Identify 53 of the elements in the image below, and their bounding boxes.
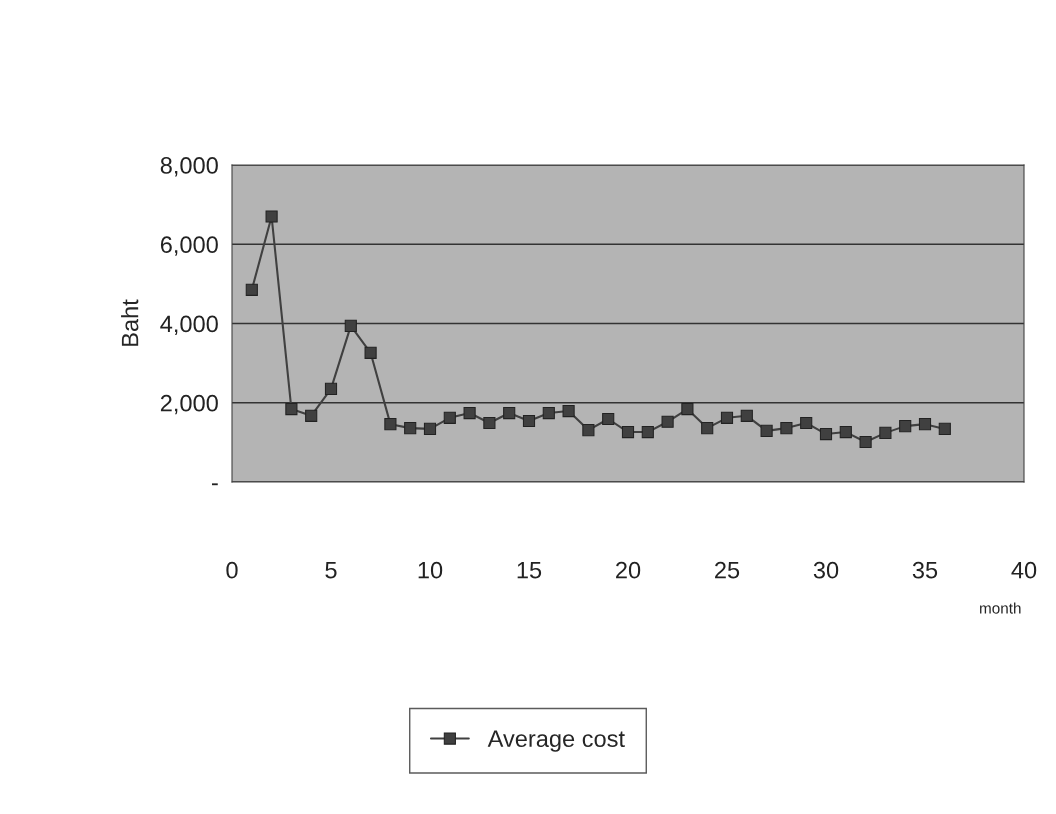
point (384, 418, 397, 431)
point (344, 319, 357, 332)
point (621, 426, 635, 439)
point (641, 426, 654, 439)
point (443, 411, 456, 424)
x-tick-label: 40 (1011, 561, 1037, 579)
point (404, 422, 417, 435)
y-tick-label: - (211, 483, 218, 486)
point (423, 422, 437, 435)
point (503, 406, 516, 420)
y-tick-label: 4,000 (160, 315, 218, 336)
point (740, 409, 753, 422)
point (760, 424, 773, 437)
point (483, 416, 496, 430)
point (661, 415, 674, 428)
point (839, 426, 852, 439)
point (800, 416, 813, 430)
point (938, 422, 951, 435)
y-tick-label: 2,000 (160, 394, 218, 415)
x-tick-label: 10 (418, 561, 443, 579)
point (859, 435, 872, 449)
point (780, 422, 793, 435)
x-tick-label: 20 (616, 561, 641, 579)
point (562, 405, 575, 418)
x-axis-title: month (980, 602, 1021, 614)
point (582, 424, 595, 437)
point (701, 422, 714, 435)
point (879, 426, 892, 439)
point (245, 283, 258, 296)
point (463, 406, 476, 420)
point (819, 427, 833, 441)
x-tick-label: 25 (715, 561, 740, 579)
point (542, 406, 555, 420)
point (681, 403, 694, 416)
point (324, 382, 338, 395)
point (305, 409, 318, 422)
point (602, 412, 615, 426)
x-tick-label: 35 (912, 561, 938, 579)
x-tick-label: 30 (813, 561, 839, 579)
legend-label: Average cost (487, 730, 625, 752)
point (265, 210, 278, 223)
y-axis-title: Baht (121, 299, 139, 346)
point (522, 414, 536, 428)
x-tick-label: 5 (325, 562, 337, 579)
y-tick-label: 6,000 (160, 236, 218, 256)
point (899, 420, 912, 433)
point (364, 346, 377, 359)
point (720, 411, 734, 424)
x-tick-label: 15 (517, 562, 542, 579)
x-tick-label: 0 (226, 561, 238, 579)
point (918, 418, 932, 431)
y-tick-label: 8,000 (160, 157, 218, 177)
point (285, 403, 298, 416)
